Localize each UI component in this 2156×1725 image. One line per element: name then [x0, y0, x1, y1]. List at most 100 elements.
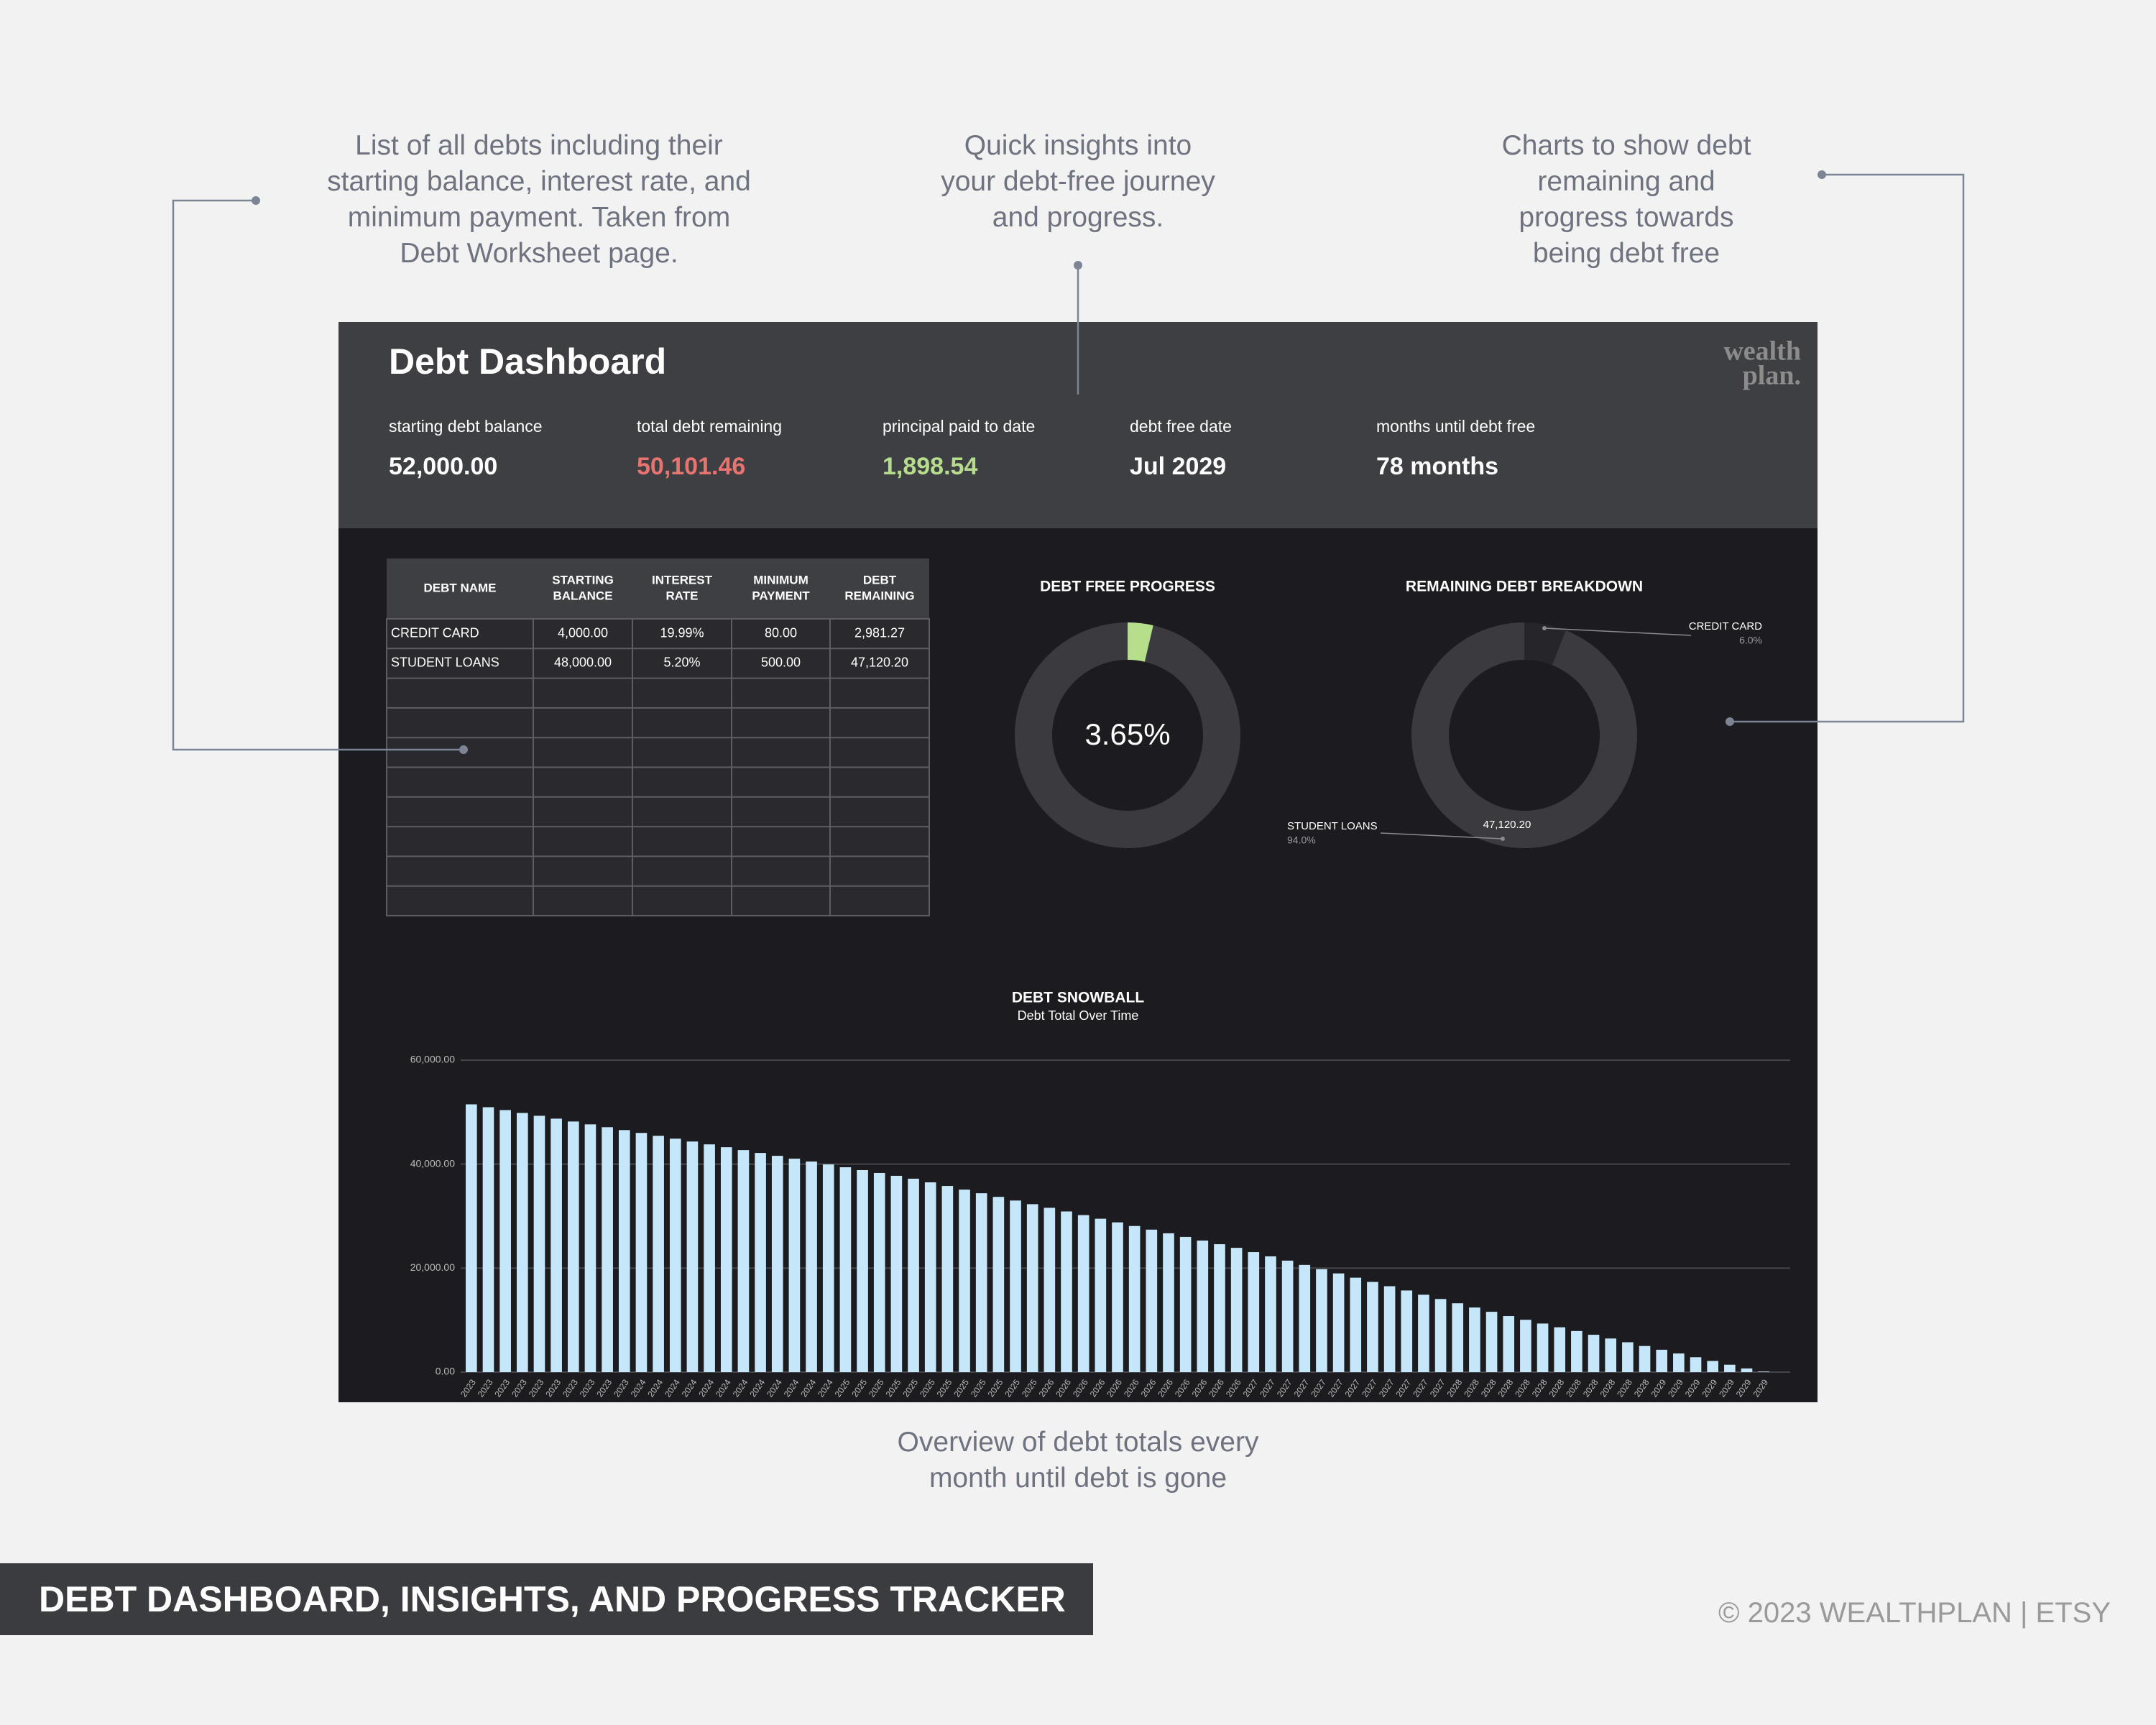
logo: plan. [1743, 361, 1801, 391]
bar [1010, 1200, 1021, 1372]
bar [1026, 1204, 1038, 1372]
table-cell: 47,120.20 [851, 656, 908, 670]
bar [959, 1190, 970, 1372]
table-header [387, 558, 929, 619]
dashboard-title: Debt Dashboard [389, 341, 666, 382]
bar [1044, 1208, 1056, 1372]
bar [1418, 1294, 1429, 1372]
bar [466, 1104, 477, 1372]
table-header-label: INTEREST [652, 573, 713, 586]
donut-center-label: 3.65% [1084, 717, 1170, 751]
callout: Charts to show debt remaining and progress… [1502, 128, 1751, 272]
donut-slice [1411, 622, 1637, 848]
bar [602, 1127, 613, 1372]
chart-title: DEBT SNOWBALL [1012, 990, 1144, 1006]
bar [618, 1130, 630, 1372]
connector-dot [1074, 261, 1082, 270]
slice-value-label: 6.0% [1739, 635, 1762, 646]
stat-value: 50,101.46 [637, 453, 745, 480]
bar [1639, 1346, 1651, 1372]
y-tick-label: 40,000.00 [410, 1157, 455, 1169]
bar [737, 1150, 750, 1372]
bar [1197, 1240, 1209, 1372]
callout-line: Overview of debt totals every [897, 1427, 1259, 1458]
stat-label: starting debt balance [389, 417, 543, 436]
bar [873, 1172, 885, 1372]
bar [857, 1169, 868, 1372]
leader-line [1544, 627, 1692, 636]
bar [1214, 1244, 1225, 1372]
bar [1383, 1286, 1396, 1372]
slice-value-label: 94.0% [1287, 834, 1316, 846]
bar [669, 1138, 681, 1372]
bar [1350, 1277, 1362, 1372]
y-tick-label: 60,000.00 [410, 1054, 455, 1065]
table-cell: 19.99% [660, 625, 704, 640]
bar [584, 1124, 596, 1372]
stat-value: 52,000.00 [389, 453, 497, 480]
bar [1707, 1361, 1718, 1372]
bar [1724, 1364, 1736, 1372]
bar [1605, 1338, 1617, 1372]
bar [1367, 1282, 1378, 1372]
bar [822, 1164, 834, 1372]
callout-line: and progress. [992, 202, 1164, 233]
table-cell: CREDIT CARD [391, 625, 479, 640]
bar [550, 1118, 562, 1372]
bar [1299, 1264, 1311, 1372]
bar [686, 1141, 699, 1372]
callout-line: your debt-free journey [941, 166, 1215, 197]
bar [1758, 1371, 1769, 1372]
banner: DEBT DASHBOARD, INSIGHTS, AND PROGRESS T… [0, 1563, 1093, 1635]
bar [704, 1144, 715, 1372]
bar [499, 1110, 511, 1372]
callout-line: progress towards [1519, 202, 1734, 233]
bar [1316, 1269, 1327, 1372]
bar [1095, 1218, 1107, 1372]
bar [908, 1178, 919, 1372]
bar [1690, 1357, 1702, 1372]
chart-subtitle: Debt Total Over Time [1018, 1008, 1139, 1023]
table-cell: 5.20% [663, 656, 700, 670]
stat-value: 1,898.54 [883, 453, 977, 480]
callout: Overview of debt totals every month until… [898, 1425, 1259, 1496]
bar [975, 1193, 987, 1372]
chart-title: REMAINING DEBT BREAKDOWN [1406, 579, 1643, 595]
callout-line: Quick insights into [964, 130, 1192, 161]
bar [1061, 1211, 1072, 1372]
bar [1485, 1312, 1498, 1372]
bar [806, 1162, 817, 1372]
leader-line [1380, 832, 1503, 840]
bar [771, 1156, 783, 1372]
bar [1077, 1215, 1089, 1372]
bar [924, 1182, 936, 1372]
donut-slice [1128, 622, 1153, 662]
table-header-label: PAYMENT [752, 589, 810, 602]
table-header-label: STARTING [552, 573, 614, 586]
table-header-label: DEBT NAME [423, 581, 496, 594]
bar [1265, 1256, 1276, 1372]
bar [1281, 1260, 1294, 1372]
table-cell: 4,000.00 [558, 625, 608, 640]
bar [720, 1147, 732, 1372]
bar [517, 1113, 528, 1372]
bar [1434, 1299, 1447, 1372]
slice-label: CREDIT CARD [1689, 620, 1762, 632]
callout-line: Charts to show debt [1501, 130, 1751, 161]
bar [1128, 1225, 1141, 1372]
stat-label: total debt remaining [637, 417, 782, 436]
callout-line: starting balance, interest rate, and [327, 166, 751, 197]
table-cell: 48,000.00 [554, 656, 612, 670]
table-header-label: REMAINING [844, 589, 914, 602]
stat-label: debt free date [1130, 417, 1232, 436]
bar [1673, 1353, 1685, 1372]
table-header-label: RATE [665, 589, 698, 602]
bar [992, 1197, 1005, 1372]
bar [755, 1153, 766, 1372]
bar [788, 1159, 801, 1372]
copyright: © 2023 WEALTHPLAN | ETSY [1718, 1597, 2111, 1629]
bar [1469, 1307, 1480, 1372]
bar [1112, 1222, 1123, 1372]
callout: Quick insights into your debt-free journe… [941, 128, 1215, 236]
callout-line: List of all debts including their [355, 130, 723, 161]
